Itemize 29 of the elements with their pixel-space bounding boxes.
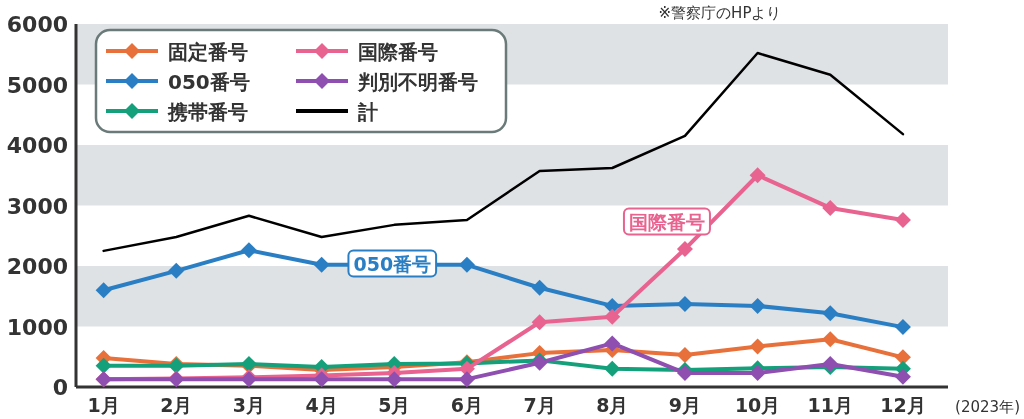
x-tick-label: 3月 xyxy=(232,394,266,416)
y-tick-label: 5000 xyxy=(6,72,68,98)
x-tick-label: 7月 xyxy=(523,394,556,416)
legend-label: 計 xyxy=(357,100,378,124)
legend-label: 050番号 xyxy=(168,70,250,94)
x-tick-label: 6月 xyxy=(450,394,484,416)
y-tick-label: 4000 xyxy=(6,133,68,158)
annotation: 050番号 xyxy=(353,252,432,275)
x-tick-label: 10月 xyxy=(734,394,781,416)
y-tick-label: 1000 xyxy=(6,314,68,340)
x-tick-label: 11月 xyxy=(807,394,854,416)
legend-label: 携帯番号 xyxy=(167,100,248,124)
y-tick-label: 6000 xyxy=(6,12,68,37)
x-tick-label: 9月 xyxy=(668,394,702,416)
x-tick-label: 1月 xyxy=(87,394,120,416)
annotation: 国際番号 xyxy=(628,210,705,233)
x-tick-label: 5月 xyxy=(378,394,411,416)
legend-label: 判別不明番号 xyxy=(357,70,478,94)
legend-label: 固定番号 xyxy=(168,40,248,64)
text: ※警察庁のHPより xyxy=(658,4,782,22)
y-tick-label: 2000 xyxy=(6,254,68,279)
x-tick-label: 12月 xyxy=(880,394,926,416)
x-axis-title: (2023年) xyxy=(955,398,1020,416)
x-tick-label: 8月 xyxy=(596,394,629,416)
legend-label: 国際番号 xyxy=(358,40,438,64)
y-tick-label: 0 xyxy=(52,375,68,400)
y-tick-label: 3000 xyxy=(6,193,68,219)
x-tick-label: 2月 xyxy=(160,394,193,416)
x-tick-label: 4月 xyxy=(305,394,338,416)
